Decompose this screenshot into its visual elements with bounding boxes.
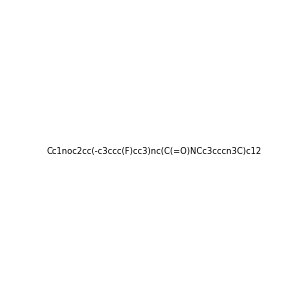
Text: Cc1noc2cc(-c3ccc(F)cc3)nc(C(=O)NCc3cccn3C)c12: Cc1noc2cc(-c3ccc(F)cc3)nc(C(=O)NCc3cccn3… <box>46 147 261 156</box>
